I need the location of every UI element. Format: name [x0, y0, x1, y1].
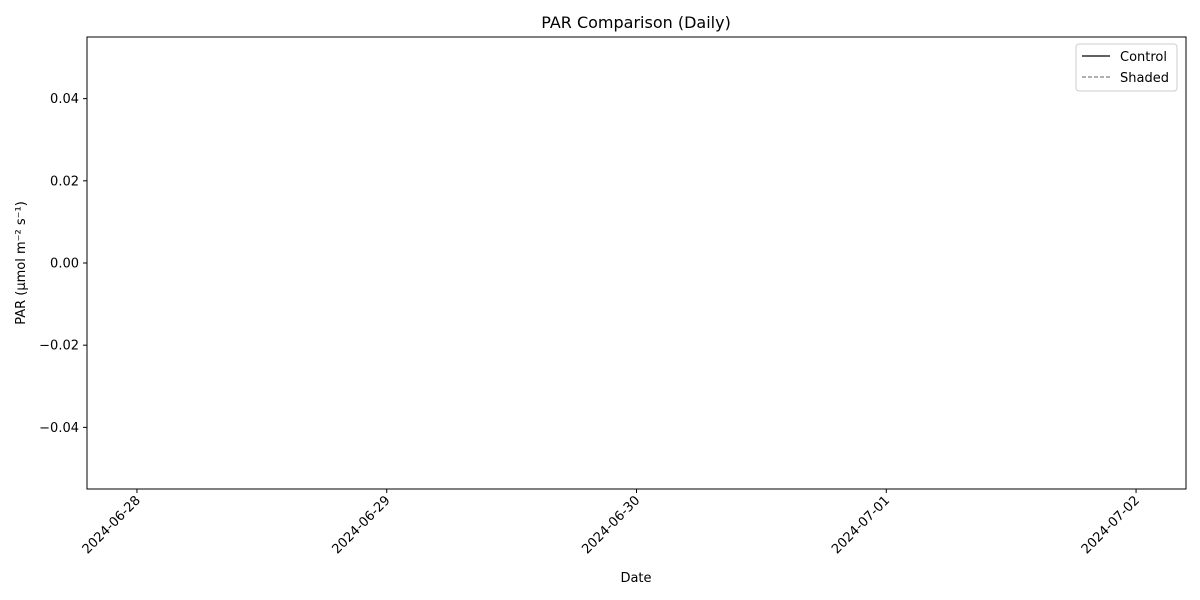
- x-tick-label: 2024-07-02: [1079, 493, 1143, 557]
- y-tick-label: 0.00: [50, 257, 79, 272]
- chart-title: PAR Comparison (Daily): [541, 13, 731, 32]
- legend-label-shaded: Shaded: [1120, 71, 1169, 86]
- x-axis-label: Date: [620, 571, 651, 586]
- legend-label-control: Control: [1120, 50, 1167, 65]
- x-axis: 2024-06-28 2024-06-29 2024-06-30 2024-07-01…: [80, 489, 1143, 557]
- x-tick-label: 2024-06-28: [80, 493, 144, 557]
- legend: Control Shaded: [1075, 43, 1178, 92]
- x-tick-label: 2024-06-30: [579, 493, 643, 557]
- y-axis-label: PAR (µmol m⁻² s⁻¹): [14, 201, 29, 325]
- x-tick-label: 2024-07-01: [829, 493, 893, 557]
- y-tick-label: 0.02: [50, 174, 79, 189]
- y-axis: −0.04 −0.02 0.00 0.02 0.04: [39, 92, 87, 436]
- y-tick-label: −0.04: [39, 421, 79, 436]
- y-tick-label: −0.02: [39, 339, 79, 354]
- y-tick-label: 0.04: [50, 92, 79, 107]
- x-tick-label: 2024-06-29: [330, 493, 394, 557]
- plot-area-frame: [86, 36, 1187, 490]
